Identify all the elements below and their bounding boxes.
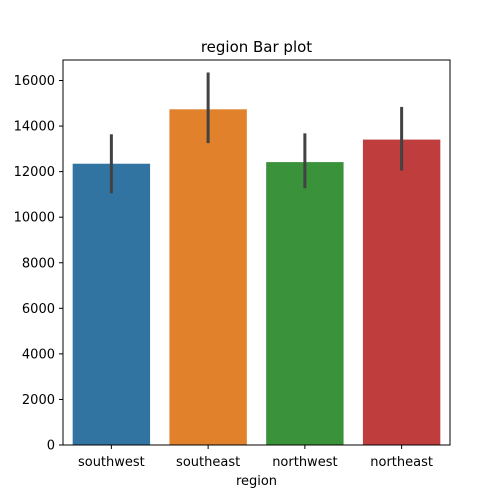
y-tick-label: 8000 [22,256,55,271]
y-tick-label: 0 [47,439,55,454]
error-bars-group [109,72,404,194]
y-tick-label: 4000 [22,347,55,362]
plot-frame [62,59,451,446]
bars-group [72,109,441,446]
y-tick-label: 10000 [14,211,55,226]
x-axis-label: region [236,474,277,489]
bar-southeast [169,109,247,445]
y-tick-label: 2000 [22,393,55,408]
bar-northwest [266,162,344,445]
x-tick-label: southeast [176,455,240,470]
x-axis: southwest southeast northwest northeast [78,445,433,470]
y-tick-label: 12000 [14,165,55,180]
chart-title: region Bar plot [201,38,312,56]
bar-northeast [362,139,441,445]
y-tick-label: 6000 [22,302,55,317]
y-tick-label: 14000 [14,120,55,135]
bar-southwest [72,163,151,446]
x-tick-label: northwest [272,455,337,470]
y-tick-label: 16000 [14,74,55,89]
y-axis: 0 2000 4000 6000 8000 10000 12000 14000 16000 [14,74,63,454]
x-tick-label: northeast [370,455,433,470]
x-tick-label: southwest [78,455,145,470]
